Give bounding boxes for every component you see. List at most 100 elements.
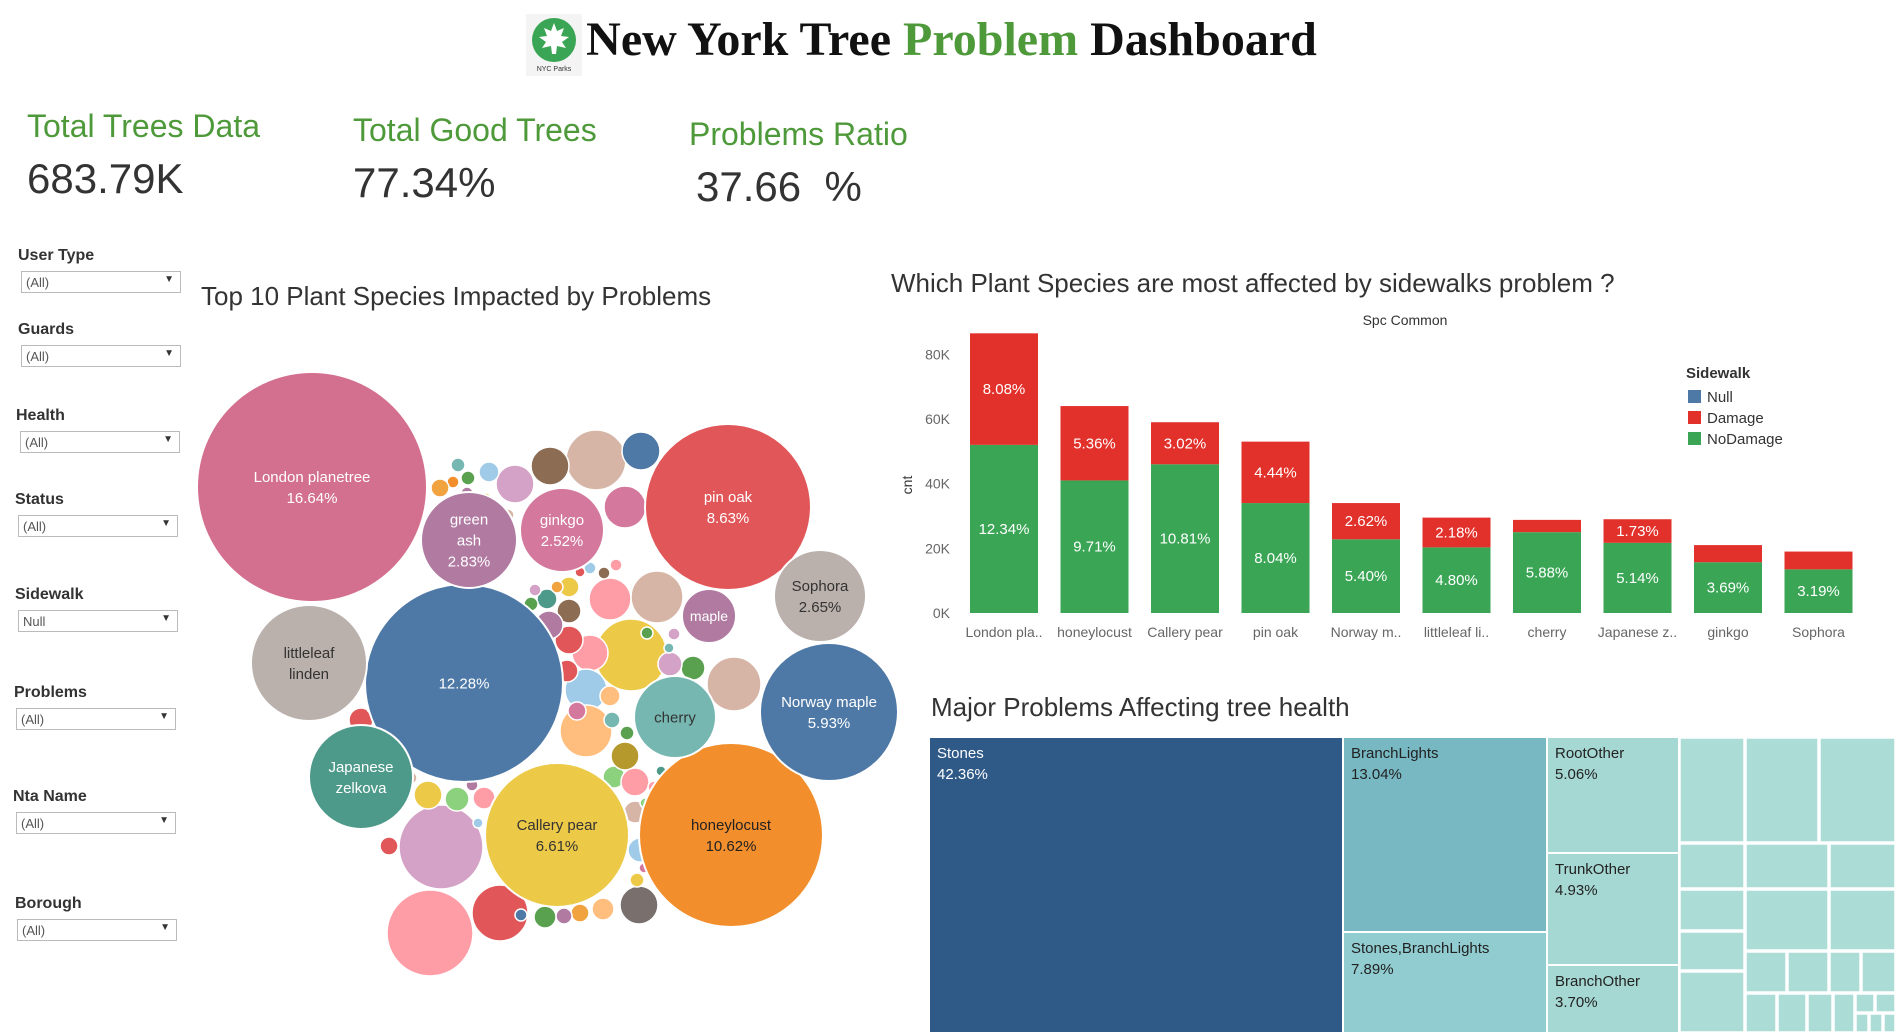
treemap-minor-cell (1745, 889, 1829, 951)
bar-damage-label: 5.36% (1073, 435, 1116, 452)
bubble-small (398, 804, 484, 890)
bubble-small (514, 908, 528, 922)
x-tick-label: Japanese z.. (1598, 624, 1677, 640)
bubble-small (404, 771, 418, 785)
bubble-label: 2.65% (799, 599, 842, 616)
bubble-small (430, 478, 450, 498)
legend-swatch (1688, 411, 1701, 424)
bubble-small (536, 588, 558, 610)
treemap-cell-4 (1548, 738, 1678, 852)
treemap-label: BranchOther (1555, 973, 1640, 990)
filter-user-type-select[interactable]: (All) ▼ (21, 271, 181, 293)
kpi-good-trees-value: 77.34% (353, 159, 496, 206)
treemap-value: 7.89% (1351, 961, 1394, 978)
x-tick-label: ginkgo (1707, 624, 1748, 640)
bubble-small (348, 707, 374, 733)
bubble-small (528, 583, 542, 597)
bar-chart-title: Which Plant Species are most affected by… (891, 268, 1615, 298)
bubble-small (570, 903, 590, 923)
filter-health-select[interactable]: (All) ▼ (20, 431, 180, 453)
treemap-minor-cell (1679, 889, 1745, 931)
bar-nodamage-3 (1151, 464, 1219, 613)
x-tick-label: pin oak (1253, 624, 1299, 640)
bubble-small (555, 659, 579, 683)
treemap-minor-cell (1833, 993, 1855, 1032)
title-part-3: Dashboard (1078, 13, 1317, 66)
y-tick-label: 80K (925, 346, 951, 362)
chevron-down-icon: ▼ (159, 711, 169, 722)
filter-user-type-label: User Type (18, 247, 95, 264)
treemap-minor-cell (1745, 738, 1819, 843)
x-tick-label: honeylocust (1057, 624, 1132, 640)
bar-damage-2 (1060, 406, 1129, 481)
bar-nodamage-6 (1422, 547, 1491, 613)
bubble-label: 10.62% (706, 838, 757, 855)
bubble-small (667, 627, 681, 641)
filter-borough-select[interactable]: (All) ▼ (17, 919, 177, 941)
bubble-small (556, 598, 582, 624)
filter-problems-value: (All) (21, 712, 45, 727)
y-tick-label: 0K (933, 605, 951, 621)
bubble-small (559, 704, 613, 758)
bubble-small (465, 778, 479, 792)
treemap-cell-2 (1344, 738, 1546, 931)
treemap-minor-cell (1679, 931, 1745, 971)
filter-nta-name-select[interactable]: (All) ▼ (16, 812, 176, 834)
filter-status-select[interactable]: (All) ▼ (18, 515, 178, 537)
bar-nodamage-label: 5.88% (1526, 565, 1569, 582)
bubble-small (571, 634, 609, 672)
x-tick-label: London pla.. (965, 624, 1042, 640)
legend-item[interactable]: NoDamage (1707, 431, 1783, 448)
x-tick-label: Sophora (1792, 624, 1845, 640)
legend-item[interactable]: Damage (1707, 410, 1764, 427)
legend-item[interactable]: Null (1707, 389, 1733, 406)
bubble-label: Norway maple (781, 694, 877, 711)
bubble-small (554, 625, 584, 655)
bubble-small (619, 885, 659, 925)
bubble-small (630, 570, 684, 624)
bubble-small (555, 907, 573, 925)
bubble-small (565, 429, 627, 491)
filter-status-value: (All) (23, 519, 47, 534)
bar-damage-5 (1332, 503, 1400, 540)
bubble-label: green (450, 511, 488, 528)
bar-nodamage-label: 5.40% (1345, 568, 1388, 585)
bubble-label: 2.52% (541, 533, 584, 550)
filter-user-type-value: (All) (26, 275, 50, 290)
treemap-value: 4.93% (1555, 882, 1598, 899)
treemap-minor-cell (1679, 843, 1745, 889)
bubble-small (640, 626, 654, 640)
bubble-small (574, 566, 586, 578)
kpi-good-trees-label: Total Good Trees (353, 112, 597, 148)
bar-damage-label: 3.02% (1164, 435, 1207, 452)
chevron-down-icon: ▼ (159, 815, 169, 826)
bar-nodamage-10 (1784, 569, 1853, 613)
bar-chart-subtitle: Spc Common (1363, 312, 1448, 328)
kpi-problems-ratio-label: Problems Ratio (689, 116, 908, 152)
bubble-10 (250, 604, 368, 722)
bubble-label: ash (457, 532, 481, 549)
bubble-label: Japanese (328, 759, 393, 776)
bar-damage-7 (1513, 519, 1581, 533)
x-tick-label: Norway m.. (1331, 624, 1402, 640)
bubble-small (706, 656, 762, 712)
filter-sidewalk-select[interactable]: Null ▼ (18, 610, 178, 632)
filter-problems-select[interactable]: (All) ▼ (16, 708, 176, 730)
bar-nodamage-label: 4.80% (1435, 572, 1478, 589)
treemap-minor-cell (1819, 738, 1895, 843)
treemap-minor-cell (1777, 993, 1807, 1032)
treemap-minor-cell (1869, 1013, 1883, 1032)
bubble-small (460, 486, 474, 500)
bubble-small (602, 765, 626, 789)
bubble-small (558, 576, 580, 598)
bubble-small (619, 725, 635, 741)
treemap-cell-1 (930, 738, 1342, 1032)
treemap-label: Stones (937, 745, 984, 762)
bubble-small (413, 780, 443, 810)
bar-nodamage-label: 12.34% (979, 521, 1030, 538)
bubble-small (523, 596, 539, 612)
bubble-small (594, 618, 668, 692)
treemap-minor-cell (1787, 951, 1829, 993)
filter-borough-value: (All) (22, 923, 46, 938)
filter-guards-select[interactable]: (All) ▼ (21, 345, 181, 367)
